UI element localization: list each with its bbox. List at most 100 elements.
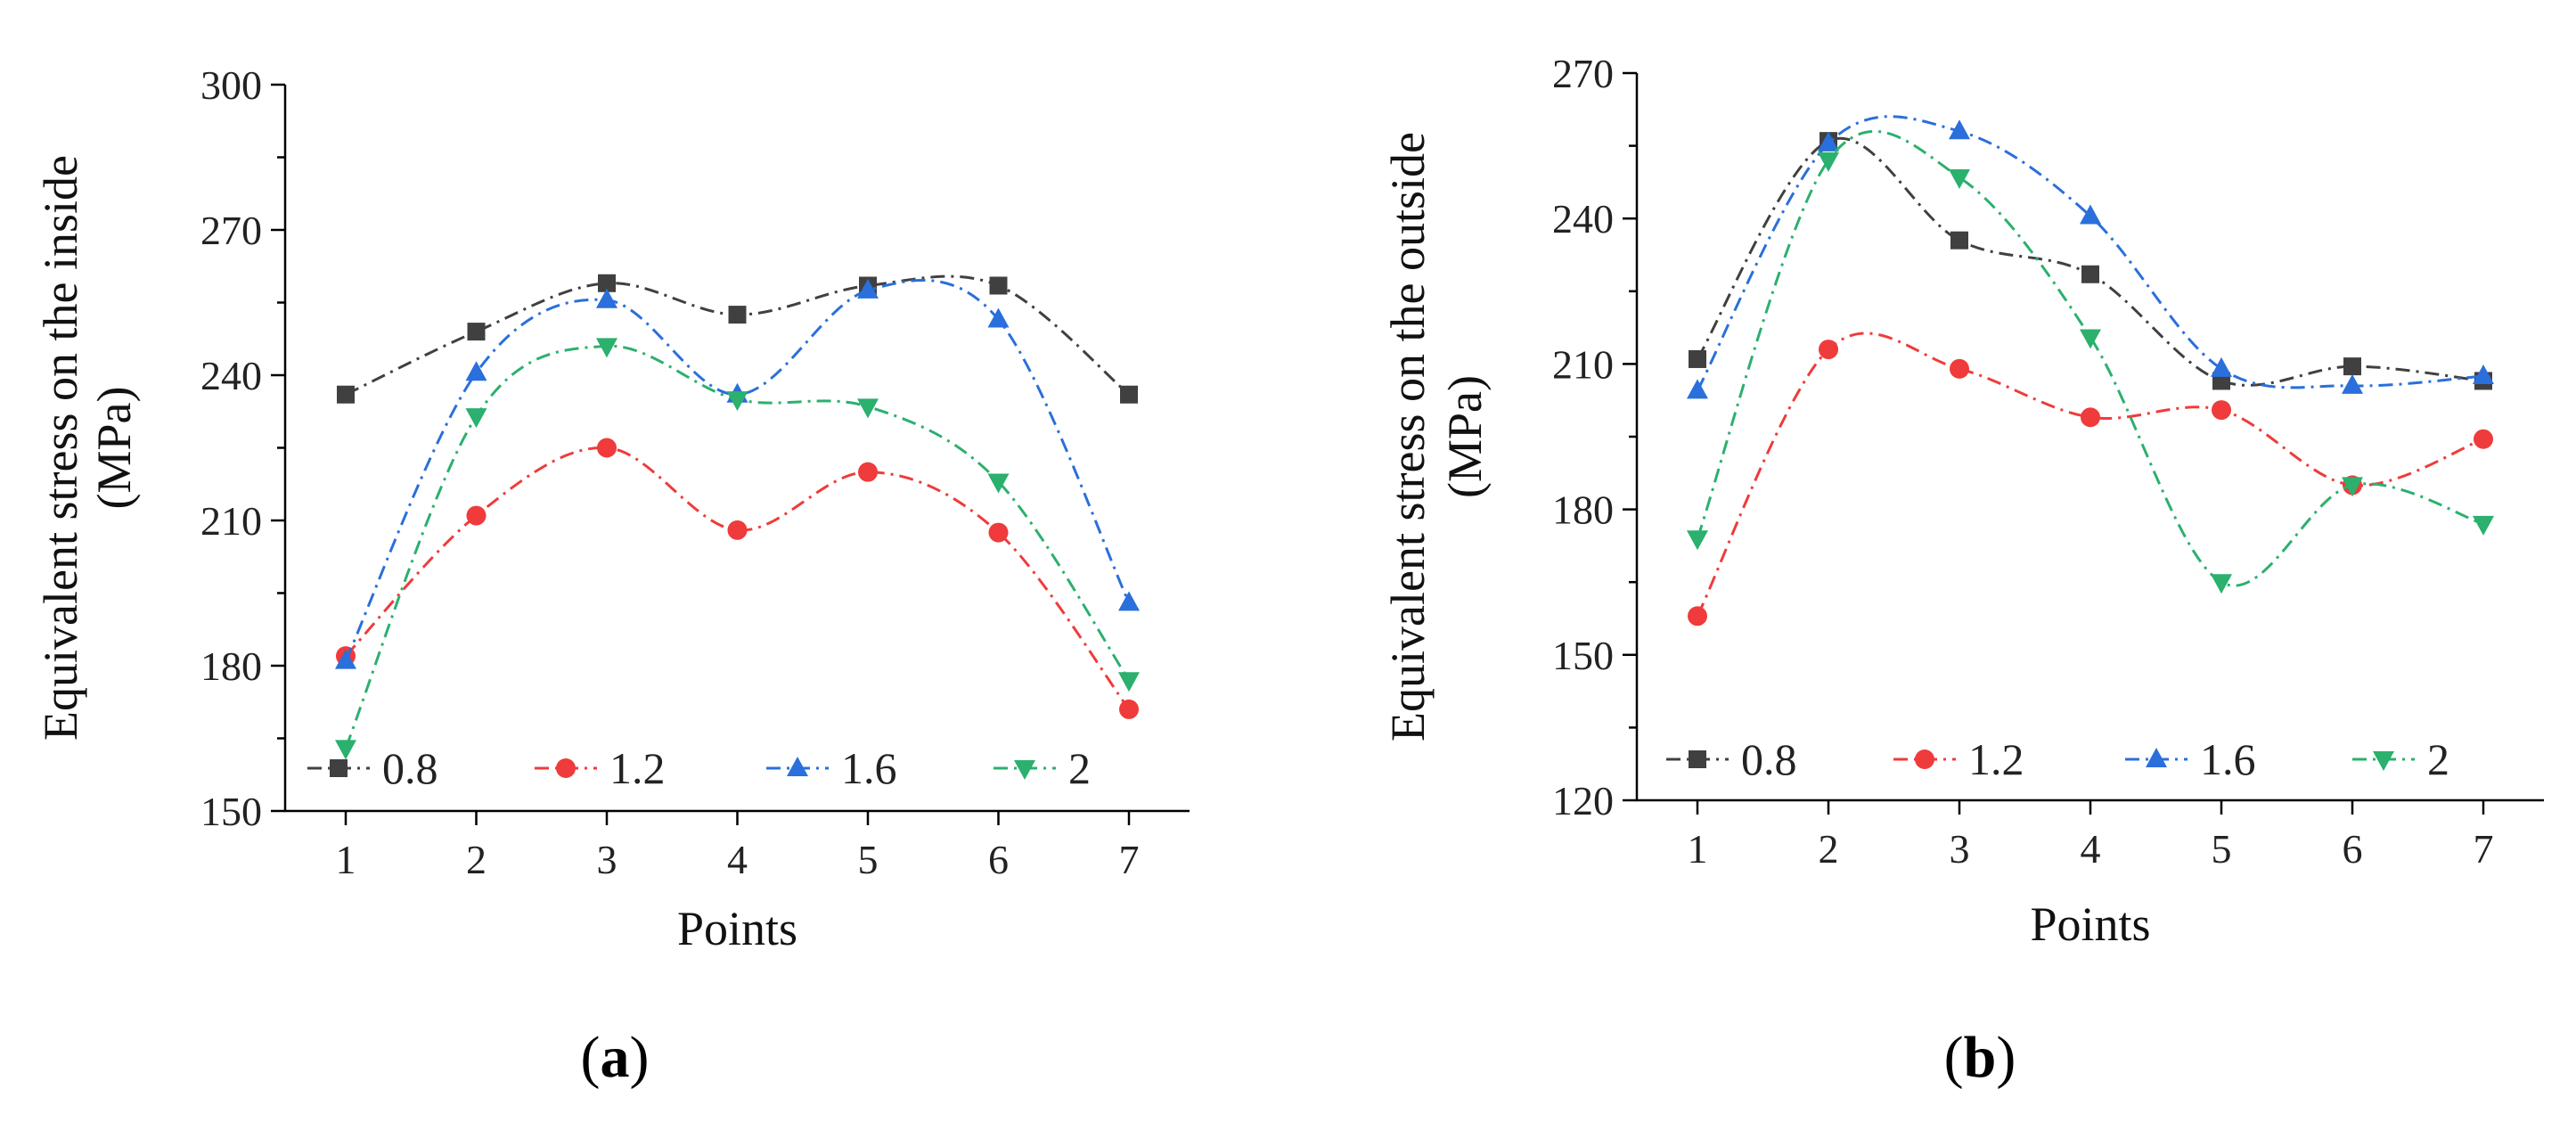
data-point [1120, 385, 1138, 404]
legend-label: 1.2 [1968, 734, 2024, 784]
data-point [1118, 591, 1140, 611]
data-point [465, 361, 487, 381]
legend-marker [1915, 749, 1934, 769]
data-point [1118, 672, 1140, 692]
y-axis-unit: (MPa) [87, 387, 141, 510]
chart-panel-a: 150 180 210 240 270 300 1 2 3 4 5 6 7 Points Equivalen… [34, 62, 1190, 1090]
data-point [596, 288, 617, 308]
y-tick-label: 150 [1552, 633, 1614, 678]
legend-marker [2146, 748, 2167, 767]
legend-item: 1.6 [766, 743, 897, 793]
legend-label: 2 [1068, 743, 1091, 793]
data-point [1119, 699, 1139, 719]
legend-label: 1.6 [2200, 734, 2256, 784]
data-point [727, 520, 748, 540]
data-point [2342, 373, 2363, 394]
data-point [988, 522, 1009, 543]
legend-item: 1.2 [535, 743, 666, 793]
data-point [857, 398, 879, 419]
data-point [2473, 364, 2494, 384]
series-2 [1687, 129, 2494, 594]
legend-marker [2373, 751, 2394, 771]
y-tick-label: 180 [1552, 487, 1614, 533]
data-point [2080, 329, 2101, 349]
y-tick-label: 240 [1552, 196, 1614, 242]
panel-label: (a) [581, 1025, 650, 1090]
legend-label: 0.8 [382, 743, 438, 793]
data-point [597, 438, 617, 458]
data-point [987, 473, 1010, 494]
y-tick-label: 210 [200, 498, 262, 544]
axis-frame [283, 85, 1190, 813]
y-tick-label: 270 [1552, 51, 1614, 96]
y-axis-title: Equivalent stress on the outside [1381, 132, 1435, 741]
x-tick-label: 2 [466, 837, 487, 882]
legend: 0.8 1.2 1.6 2 [307, 743, 1091, 793]
series-1.6 [1687, 115, 2494, 399]
data-point [337, 385, 355, 404]
legend-item: 0.8 [307, 743, 438, 793]
data-point [598, 274, 616, 292]
data-point [2342, 477, 2363, 497]
x-tick-label: 7 [2474, 826, 2494, 872]
x-axis-title: Points [677, 902, 797, 955]
x-tick-label: 4 [2081, 826, 2101, 872]
x-tick-label: 2 [1819, 826, 1839, 872]
data-point [2474, 429, 2493, 449]
legend-marker [1014, 760, 1035, 780]
legend-item: 1.6 [2125, 734, 2256, 784]
data-point [2473, 515, 2494, 536]
x-tick-label: 3 [597, 837, 617, 882]
y-tick-label: 210 [1552, 341, 1614, 387]
data-point [1949, 119, 1970, 140]
legend-label: 2 [2427, 734, 2449, 784]
series-line [344, 446, 1131, 710]
legend-marker [1689, 750, 1706, 768]
y-tick-label: 300 [200, 62, 262, 108]
series-line [1696, 115, 2484, 392]
data-point [2211, 574, 2232, 594]
data-point [1687, 530, 1708, 551]
data-point [989, 276, 1008, 295]
data-point [858, 462, 878, 482]
data-point [728, 306, 747, 324]
data-point [1950, 231, 1968, 250]
data-point [2081, 265, 2099, 283]
series-0.8 [337, 274, 1138, 404]
x-tick-label: 6 [2343, 826, 2363, 872]
data-point [2343, 357, 2361, 376]
legend-marker [787, 757, 808, 776]
y-tick-label: 240 [200, 353, 262, 398]
series-1.6 [335, 278, 1140, 669]
legend-label: 0.8 [1741, 734, 1797, 784]
series-1.2 [336, 438, 1139, 719]
data-point [1949, 168, 1970, 189]
x-tick-label: 1 [1688, 826, 1708, 872]
y-axis-title: Equivalent stress on the inside [34, 155, 87, 741]
y-tick-label: 270 [200, 208, 262, 253]
chart-panel-b: 120 150 180 210 240 270 1 2 3 4 5 6 7 Points Equivalen… [1381, 51, 2544, 1090]
data-point [1950, 358, 1969, 379]
data-point [2211, 356, 2232, 377]
x-tick-label: 5 [2212, 826, 2232, 872]
legend: 0.8 1.2 1.6 2 [1666, 734, 2449, 784]
data-point [467, 323, 486, 341]
data-point [857, 278, 879, 299]
data-point [1687, 379, 1708, 399]
data-point [1818, 152, 1839, 172]
axis-frame [1635, 73, 2544, 802]
data-point [2081, 407, 2100, 428]
series-line [1696, 332, 2484, 617]
legend-marker [556, 758, 576, 778]
panel-label: (b) [1944, 1025, 2016, 1090]
data-point [466, 505, 487, 526]
legend-marker [330, 759, 348, 777]
series-0.8 [1689, 132, 2492, 390]
data-point [1818, 131, 1839, 152]
legend-label: 1.6 [841, 743, 897, 793]
series-line [344, 344, 1131, 749]
y-axis-unit: (MPa) [1438, 375, 1492, 498]
x-tick-label: 4 [727, 837, 748, 882]
y-tick-label: 180 [200, 643, 262, 689]
